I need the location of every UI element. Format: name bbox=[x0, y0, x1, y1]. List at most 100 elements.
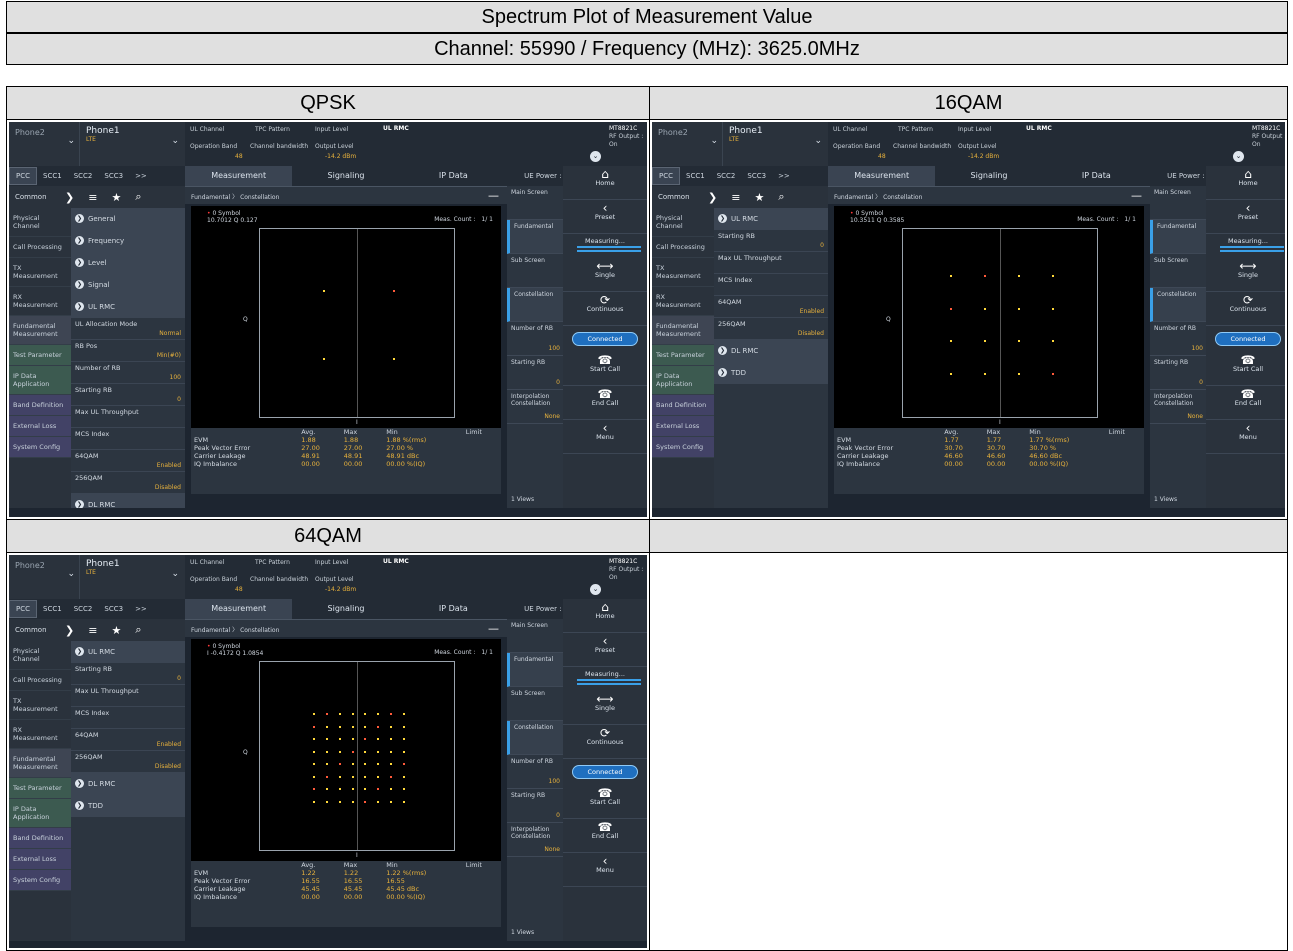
tab-ip-data[interactable]: IP Data bbox=[1081, 171, 1111, 180]
fundamental-item[interactable]: Fundamental bbox=[507, 220, 563, 254]
param-256qam[interactable]: 256QAM Disabled bbox=[714, 318, 828, 340]
preset-button[interactable]: ‹ Preset bbox=[563, 200, 647, 234]
number-of-rb-item[interactable]: Number of RB 100 bbox=[1150, 322, 1206, 356]
sub-screen[interactable]: Sub Screen bbox=[507, 254, 563, 288]
chevron-down-icon[interactable]: ⌄ bbox=[67, 136, 75, 146]
constellation-item[interactable]: Constellation bbox=[507, 721, 563, 755]
number-of-rb-item[interactable]: Number of RB 100 bbox=[507, 755, 563, 789]
cat-ip[interactable]: IP Data Application bbox=[652, 366, 714, 395]
cat-call[interactable]: Call Processing bbox=[652, 237, 714, 258]
cat-call[interactable]: Call Processing bbox=[9, 237, 71, 258]
cat-fund[interactable]: Fundamental Measurement bbox=[652, 316, 714, 345]
constellation-item[interactable]: Constellation bbox=[1150, 288, 1206, 322]
list-icon[interactable]: ≡ bbox=[88, 623, 98, 637]
main-screen[interactable]: Main Screen bbox=[507, 619, 563, 653]
menu-button[interactable]: ‹ Menu bbox=[1206, 420, 1285, 454]
param-frequency[interactable]: ❯ Frequency bbox=[71, 230, 185, 252]
phone1-selector[interactable]: Phone1 LTE ⌄ bbox=[79, 122, 185, 166]
minimize-button[interactable]: — bbox=[1131, 189, 1142, 202]
cat-tx[interactable]: TX Measurement bbox=[9, 258, 71, 287]
param-64qam[interactable]: 64QAM Enabled bbox=[714, 296, 828, 318]
start-call-button[interactable]: ☎ Start Call bbox=[1206, 352, 1285, 386]
cat-band[interactable]: Band Definition bbox=[9, 395, 71, 416]
param-256qam[interactable]: 256QAM Disabled bbox=[71, 472, 185, 494]
phone1-selector[interactable]: Phone1 LTE ⌄ bbox=[722, 122, 828, 166]
tab-signaling[interactable]: Signaling bbox=[327, 171, 365, 180]
views-button[interactable]: 1 Views bbox=[1154, 496, 1178, 503]
star-icon[interactable]: ★ bbox=[754, 190, 765, 204]
param-ul-rmc[interactable]: ❯ UL RMC bbox=[71, 641, 185, 663]
tab-signaling[interactable]: Signaling bbox=[970, 171, 1008, 180]
connected-status[interactable]: Connected bbox=[1215, 332, 1281, 346]
cat-ext[interactable]: External Loss bbox=[652, 416, 714, 437]
cat-test[interactable]: Test Parameter bbox=[9, 778, 71, 799]
param-number-of-rb[interactable]: Number of RB 100 bbox=[71, 362, 185, 384]
param-starting-rb[interactable]: Starting RB 0 bbox=[714, 230, 828, 252]
starting-rb-item[interactable]: Starting RB 0 bbox=[1150, 356, 1206, 390]
search-icon[interactable]: ⌕ bbox=[135, 623, 142, 636]
param-64qam[interactable]: 64QAM Enabled bbox=[71, 450, 185, 472]
connected-status[interactable]: Connected bbox=[572, 765, 638, 779]
interpolation-item[interactable]: Interpolation Constellation None bbox=[507, 390, 563, 424]
cat-ip[interactable]: IP Data Application bbox=[9, 799, 71, 828]
param-dl-rmc[interactable]: ❯ DL RMC bbox=[71, 773, 185, 795]
single-button[interactable]: ⟷ Single bbox=[563, 258, 647, 292]
cat-band[interactable]: Band Definition bbox=[9, 828, 71, 849]
next-icon[interactable]: ❯ bbox=[65, 190, 75, 204]
number-of-rb-item[interactable]: Number of RB 100 bbox=[507, 322, 563, 356]
search-icon[interactable]: ⌕ bbox=[135, 190, 142, 203]
next-icon[interactable]: ❯ bbox=[708, 190, 718, 204]
list-icon[interactable]: ≡ bbox=[731, 190, 741, 204]
phone1-selector[interactable]: Phone1 LTE ⌄ bbox=[79, 555, 185, 599]
param-signal[interactable]: ❯ Signal bbox=[71, 274, 185, 296]
starting-rb-item[interactable]: Starting RB 0 bbox=[507, 356, 563, 390]
home-button[interactable]: ⌂ Home bbox=[1206, 166, 1285, 200]
param-dl-rmc[interactable]: ❯ DL RMC bbox=[714, 340, 828, 362]
close-circle-icon[interactable]: ⌄ bbox=[590, 151, 601, 162]
home-button[interactable]: ⌂ Home bbox=[563, 599, 647, 633]
cat-rx[interactable]: RX Measurement bbox=[9, 287, 71, 316]
cat-test[interactable]: Test Parameter bbox=[652, 345, 714, 366]
constellation-item[interactable]: Constellation bbox=[507, 288, 563, 322]
param-max-ul-throughput[interactable]: Max UL Throughput bbox=[714, 252, 828, 274]
cat-call[interactable]: Call Processing bbox=[9, 670, 71, 691]
main-screen[interactable]: Main Screen bbox=[1150, 186, 1206, 220]
close-circle-icon[interactable]: ⌄ bbox=[1233, 151, 1244, 162]
preset-button[interactable]: ‹ Preset bbox=[1206, 200, 1285, 234]
cat-sys[interactable]: System Config bbox=[9, 870, 71, 891]
tab-pcc[interactable]: PCC bbox=[9, 167, 37, 185]
tab-measurement[interactable]: Measurement bbox=[185, 166, 293, 186]
param-dl-rmc[interactable]: ❯ DL RMC bbox=[71, 494, 185, 508]
tab-scc2[interactable]: SCC2 bbox=[716, 172, 736, 180]
end-call-button[interactable]: ☎ End Call bbox=[563, 386, 647, 420]
cat-physical[interactable]: Physical Channel bbox=[9, 208, 71, 237]
connected-status[interactable]: Connected bbox=[572, 332, 638, 346]
interpolation-item[interactable]: Interpolation Constellation None bbox=[1150, 390, 1206, 424]
param-tdd[interactable]: ❯ TDD bbox=[714, 362, 828, 384]
tab-ip-data[interactable]: IP Data bbox=[438, 171, 468, 180]
cat-tx[interactable]: TX Measurement bbox=[9, 691, 71, 720]
next-icon[interactable]: ❯ bbox=[65, 623, 75, 637]
single-button[interactable]: ⟷ Single bbox=[563, 691, 647, 725]
phone2-selector[interactable]: Phone2 ⌄ bbox=[9, 555, 79, 599]
cat-ip[interactable]: IP Data Application bbox=[9, 366, 71, 395]
fundamental-item[interactable]: Fundamental bbox=[1150, 220, 1206, 254]
chevron-down-icon[interactable]: ⌄ bbox=[67, 569, 75, 579]
phone2-selector[interactable]: Phone2 ⌄ bbox=[652, 122, 722, 166]
cat-ext[interactable]: External Loss bbox=[9, 849, 71, 870]
start-call-button[interactable]: ☎ Start Call bbox=[563, 785, 647, 819]
starting-rb-item[interactable]: Starting RB 0 bbox=[507, 789, 563, 823]
search-icon[interactable]: ⌕ bbox=[778, 190, 785, 203]
sub-screen[interactable]: Sub Screen bbox=[1150, 254, 1206, 288]
param-starting-rb[interactable]: Starting RB 0 bbox=[71, 384, 185, 406]
cat-test[interactable]: Test Parameter bbox=[9, 345, 71, 366]
param-max-ul-throughput[interactable]: Max UL Throughput bbox=[71, 406, 185, 428]
tab-scc1[interactable]: SCC1 bbox=[686, 172, 705, 180]
param-general[interactable]: ❯ General bbox=[71, 208, 185, 230]
views-button[interactable]: 1 Views bbox=[511, 496, 535, 503]
tab-signaling[interactable]: Signaling bbox=[327, 604, 365, 613]
chevron-down-icon[interactable]: ⌄ bbox=[710, 136, 718, 146]
interpolation-item[interactable]: Interpolation Constellation None bbox=[507, 823, 563, 857]
continuous-button[interactable]: ⟳ Continuous bbox=[563, 725, 647, 759]
tab-scc1[interactable]: SCC1 bbox=[43, 605, 62, 613]
